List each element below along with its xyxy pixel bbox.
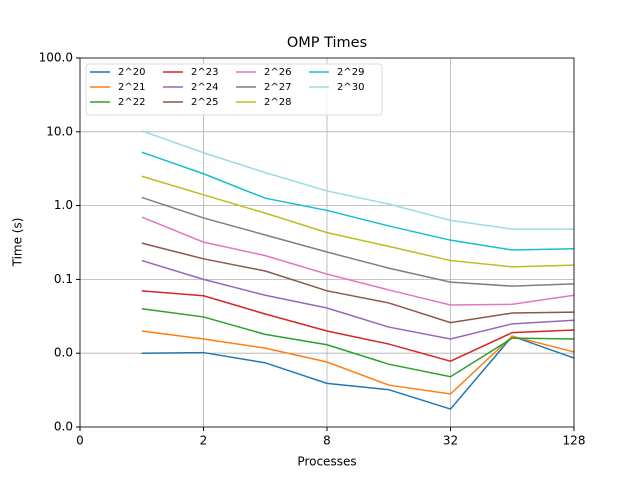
- series-line: [141, 242, 575, 324]
- series-line: [141, 216, 575, 306]
- legend-label: 2^28: [264, 97, 291, 108]
- legend-label: 2^25: [191, 97, 218, 108]
- legend-label: 2^24: [191, 82, 218, 93]
- series-line: [141, 175, 575, 268]
- y-tick-label: 10.0: [46, 124, 73, 138]
- x-tick-label: 2: [200, 434, 208, 448]
- x-tick-label: 128: [563, 434, 586, 448]
- legend-box: [85, 63, 383, 116]
- x-tick-label: 0: [76, 434, 84, 448]
- series-line: [141, 308, 575, 378]
- series-line: [141, 335, 575, 410]
- plot-frame: [79, 57, 575, 428]
- y-tick-label: 1.0: [54, 198, 73, 212]
- series-line: [141, 330, 575, 395]
- y-tick-label: 0.1: [54, 272, 73, 286]
- legend-label: 2^21: [118, 82, 145, 93]
- series-line: [141, 196, 575, 287]
- x-tick-label: 8: [323, 434, 331, 448]
- legend-label: 2^20: [118, 67, 145, 78]
- chart-title: OMP Times: [287, 35, 367, 51]
- series-line: [141, 259, 575, 340]
- legend-label: 2^23: [191, 67, 218, 78]
- series-line: [141, 151, 575, 251]
- y-tick-label: 100.0: [39, 51, 73, 65]
- legend-label: 2^30: [337, 82, 364, 93]
- legend-label: 2^26: [264, 67, 291, 78]
- legend-label: 2^22: [118, 97, 145, 108]
- series-line: [141, 130, 574, 230]
- legend-label: 2^29: [337, 67, 364, 78]
- x-tick-label: 32: [443, 434, 458, 448]
- x-axis-label: Processes: [297, 455, 356, 469]
- legend-label: 2^27: [264, 82, 291, 93]
- series-line: [141, 290, 575, 362]
- y-tick-label: 0.0: [54, 346, 73, 360]
- y-axis-label: Time (s): [11, 218, 25, 268]
- y-tick-label: 0.0: [54, 420, 73, 434]
